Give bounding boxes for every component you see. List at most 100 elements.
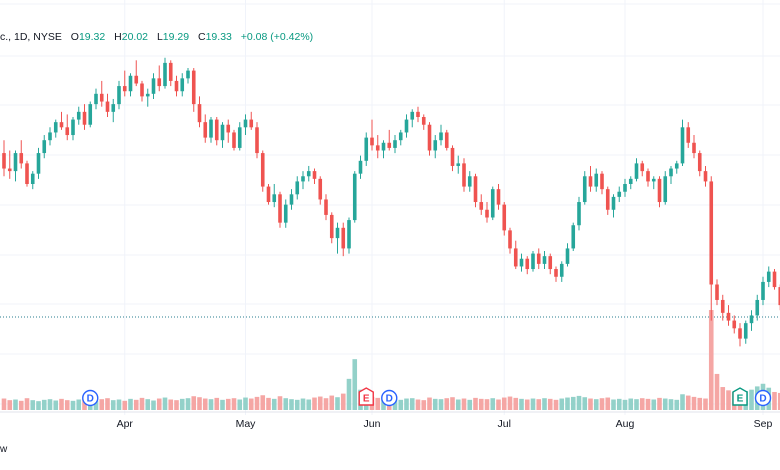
candle-body [634, 163, 639, 179]
volume-bar [99, 399, 105, 410]
volume-bar [674, 399, 680, 410]
volume-bar [237, 399, 243, 410]
candle-body [186, 70, 190, 79]
candle [663, 171, 668, 205]
candle-body [163, 62, 167, 87]
candle [260, 150, 265, 192]
candle-body [548, 256, 553, 270]
candle-body [462, 163, 466, 187]
candle [640, 160, 645, 177]
volume-bar [409, 398, 415, 410]
candle [381, 140, 386, 159]
candle [301, 171, 305, 190]
volume-bar [697, 397, 703, 410]
candle [456, 155, 461, 174]
candle [703, 165, 708, 187]
candle-body [180, 78, 185, 92]
candle-body [266, 186, 271, 203]
earnings-marker[interactable]: E [358, 387, 374, 406]
volume-bar [513, 397, 519, 410]
candle [577, 196, 581, 231]
candle-body [496, 189, 501, 205]
volume-bar [559, 398, 565, 410]
volume-bar [381, 398, 386, 410]
volume-bar [139, 397, 145, 410]
candle [117, 80, 121, 110]
candle [209, 117, 213, 143]
candle-body [450, 147, 455, 166]
volume-bar [680, 394, 685, 410]
dividend-marker[interactable]: D [381, 389, 398, 407]
candle-body [680, 127, 685, 164]
candle [450, 145, 455, 172]
candle-body [272, 194, 277, 203]
volume-bar [461, 398, 467, 410]
candle [444, 129, 449, 151]
candle-body [732, 320, 737, 329]
candle-body [617, 191, 622, 197]
volume-bar [726, 390, 731, 410]
open-key: O [70, 31, 79, 43]
volume-bar [524, 399, 530, 410]
volume-bar [685, 395, 691, 410]
volume-bar [36, 401, 41, 410]
candle-body [490, 189, 495, 218]
volume-bar [93, 400, 99, 410]
candle [329, 212, 334, 244]
candle-body [48, 132, 52, 141]
volume-bar [588, 398, 593, 410]
volume-bar [421, 400, 427, 410]
candle-body [59, 122, 64, 128]
candle-body [370, 137, 374, 146]
candle-body [404, 119, 409, 133]
volume-bar [651, 399, 657, 410]
volume-bar [1, 398, 7, 410]
candle-body [105, 101, 110, 112]
earnings-marker[interactable]: E [732, 387, 748, 406]
volume-bar [231, 398, 237, 410]
candle [71, 117, 75, 141]
candle-body [197, 104, 202, 123]
symbol-label: c., 1D, NYSE [0, 31, 62, 43]
candle [174, 75, 179, 97]
volume-bar [720, 387, 726, 410]
candle [59, 111, 64, 130]
candle [65, 114, 70, 141]
candle [99, 80, 104, 107]
volume-bar [185, 398, 191, 410]
volume-bar [662, 398, 668, 410]
candle [398, 129, 403, 146]
candle-body [772, 271, 777, 288]
volume-bar [634, 399, 639, 410]
candle [496, 184, 501, 210]
volume-bar [174, 400, 179, 410]
candle [318, 176, 323, 205]
volume-bar [243, 397, 248, 410]
candle [709, 176, 714, 321]
dividend-marker[interactable]: D [754, 389, 772, 407]
grid [0, 0, 780, 415]
volume-bar [53, 400, 59, 410]
candle-body [738, 328, 742, 339]
candle [226, 119, 231, 143]
dividend-marker[interactable]: D [82, 389, 99, 407]
candle-body [76, 111, 81, 120]
candle-body [329, 214, 334, 239]
candle [743, 320, 748, 344]
volume-bar [329, 395, 335, 410]
volume-bar [335, 397, 340, 410]
candle-body [513, 248, 518, 267]
volume-bar [289, 399, 294, 410]
candle [387, 129, 392, 151]
volume-bar [283, 398, 289, 410]
volume-bar [41, 399, 47, 410]
candle-body [410, 111, 415, 120]
candle-body [686, 127, 691, 143]
candle [375, 135, 380, 159]
candle-body [582, 176, 587, 203]
candle-body [588, 176, 593, 187]
candle-body [283, 204, 288, 223]
